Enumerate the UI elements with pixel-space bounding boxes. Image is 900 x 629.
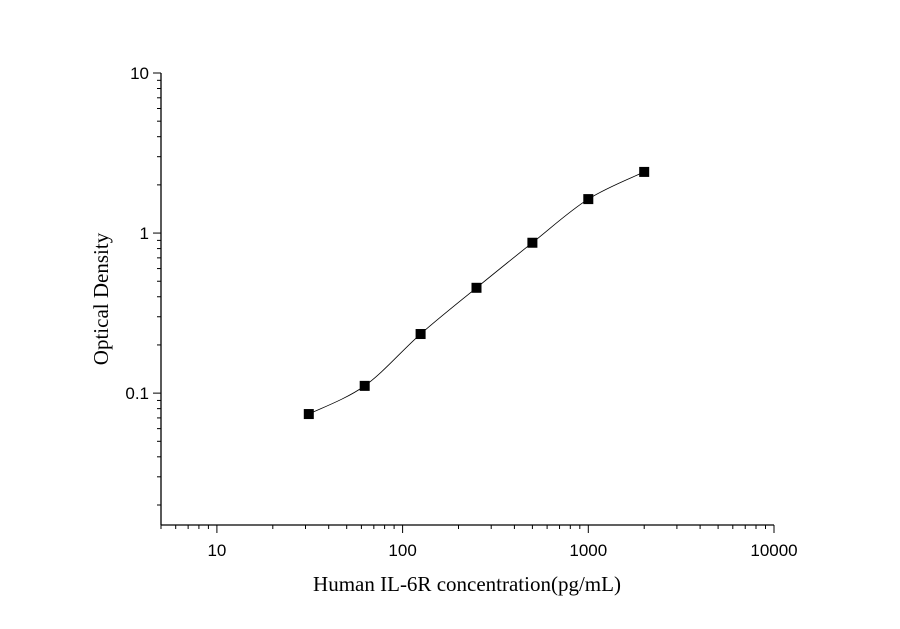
marker [471,282,482,293]
y-tick-label: 1 [140,224,149,243]
x-tick-label: 10000 [750,541,797,560]
x-tick-label: 100 [388,541,416,560]
marker [527,237,538,248]
y-tick-label: 0.1 [125,384,149,403]
x-tick-label: 10 [207,541,226,560]
marker [303,409,314,420]
marker [639,166,650,177]
marker [415,329,426,340]
x-axis-title: Human IL-6R concentration(pg/mL) [313,572,621,596]
marker [583,194,594,205]
curve [308,171,645,415]
marker [359,380,370,391]
y-tick-label: 10 [130,64,149,83]
y-axis-title: Optical Density [89,232,113,365]
x-tick-label: 1000 [569,541,607,560]
